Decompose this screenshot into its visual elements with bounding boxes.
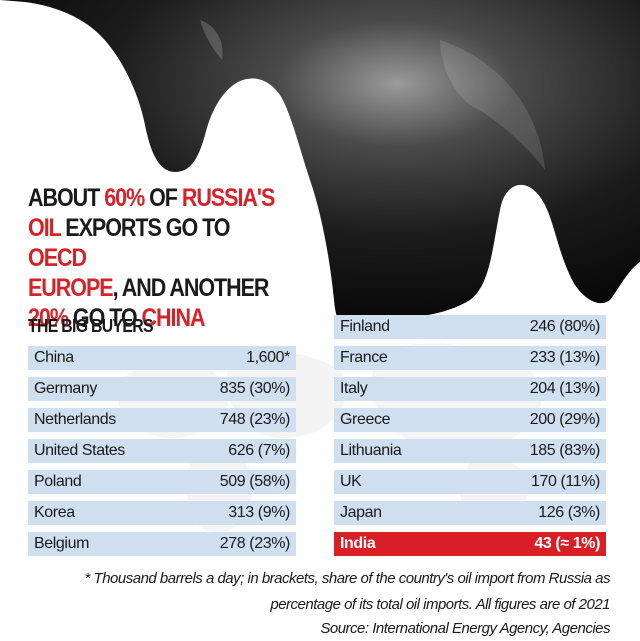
country-name: Germany — [34, 380, 97, 397]
headline-line-4: 20% GO TO CHINA — [28, 304, 206, 332]
country-value: 200 (29%) — [529, 411, 601, 428]
country-value: 1,600* — [246, 349, 290, 366]
country-value: 626 (7%) — [228, 442, 290, 459]
country-name: Greece — [340, 411, 391, 428]
table-row-netherlands: Netherlands 748 (23%) — [28, 408, 296, 432]
headline: ABOUT 60% OF RUSSIA'S OIL EXPORTS GO TO … — [28, 183, 286, 333]
table-row-china: China 1,600* — [28, 346, 296, 370]
table-row-italy: Italy 204 (13%) — [334, 377, 606, 401]
country-name: Lithuania — [340, 442, 402, 459]
country-name: Belgium — [34, 535, 90, 552]
country-value: 509 (58%) — [219, 473, 291, 490]
table-row-united-states: United States 626 (7%) — [28, 439, 296, 463]
country-value: 748 (23%) — [219, 411, 291, 428]
oil-sheen-2 — [200, 20, 223, 60]
country-name: UK — [340, 473, 362, 490]
oil-shape — [0, 0, 640, 336]
table-title: THE BIG BUYERS — [28, 316, 154, 336]
country-value: 170 (11%) — [530, 473, 600, 490]
country-value: 185 (83%) — [529, 442, 601, 459]
table-row-poland: Poland 509 (58%) — [28, 470, 296, 494]
country-value: 233 (13%) — [529, 349, 601, 366]
country-value: 43 (≈ 1%) — [534, 535, 600, 552]
table-row-lithuania: Lithuania 185 (83%) — [334, 439, 606, 463]
country-name: China — [34, 349, 74, 366]
country-value: 204 (13%) — [529, 380, 601, 397]
country-name: Finland — [340, 318, 390, 335]
country-value: 246 (80%) — [529, 318, 601, 335]
country-name: Korea — [34, 504, 75, 521]
country-name: Italy — [340, 380, 368, 397]
country-name: France — [340, 349, 388, 366]
table-row-greece: Greece 200 (29%) — [334, 408, 606, 432]
country-value: 278 (23%) — [219, 535, 291, 552]
footnote-line: percentage of its total oil imports. All… — [270, 596, 610, 613]
headline-line-2: OIL EXPORTS GO TO OECD — [28, 214, 231, 272]
table-row-korea: Korea 313 (9%) — [28, 501, 296, 525]
table-row-uk: UK 170 (11%) — [334, 470, 606, 494]
country-value: 313 (9%) — [228, 504, 290, 521]
country-name: United States — [34, 442, 125, 459]
country-name: Japan — [340, 504, 382, 521]
country-value: 835 (30%) — [219, 380, 291, 397]
footnote-line: * Thousand barrels a day; in brackets, s… — [84, 570, 611, 587]
table-row-japan: Japan 126 (3%) — [334, 501, 606, 525]
country-name: India — [340, 535, 376, 552]
table-row-france: France 233 (13%) — [334, 346, 606, 370]
table-row-india: India 43 (≈ 1%) — [334, 532, 606, 556]
table-row-finland: Finland 246 (80%) — [334, 315, 606, 339]
source-note: Source: International Energy Agency, Age… — [320, 620, 610, 637]
country-name: Netherlands — [34, 411, 116, 428]
table-row-belgium: Belgium 278 (23%) — [28, 532, 296, 556]
table-row-germany: Germany 835 (30%) — [28, 377, 296, 401]
country-name: Poland — [34, 473, 82, 490]
headline-line-1: ABOUT 60% OF RUSSIA'S — [28, 184, 275, 212]
headline-line-3: EUROPE, AND ANOTHER — [28, 274, 269, 302]
country-value: 126 (3%) — [538, 504, 600, 521]
oil-sheen — [440, 40, 545, 170]
